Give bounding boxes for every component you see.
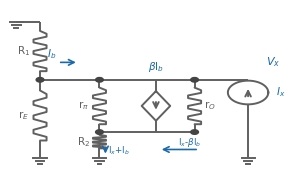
Text: I$_b$: I$_b$ xyxy=(47,48,57,61)
Circle shape xyxy=(96,130,103,134)
Circle shape xyxy=(191,78,198,82)
Text: I$_x$+I$_b$: I$_x$+I$_b$ xyxy=(108,144,130,157)
Text: V$_x$: V$_x$ xyxy=(266,55,281,69)
Text: r$_O$: r$_O$ xyxy=(203,99,215,112)
Text: R$_1$: R$_1$ xyxy=(17,44,30,58)
Circle shape xyxy=(36,78,44,82)
Text: r$_E$: r$_E$ xyxy=(18,109,29,122)
Text: r$_\pi$: r$_\pi$ xyxy=(78,99,88,112)
Text: $\beta$I$_b$: $\beta$I$_b$ xyxy=(148,60,164,74)
Circle shape xyxy=(96,78,103,82)
Text: I$_x$: I$_x$ xyxy=(276,86,286,99)
Circle shape xyxy=(191,130,198,134)
Text: R$_2$: R$_2$ xyxy=(76,135,90,149)
Text: I$_x$-$\beta$I$_b$: I$_x$-$\beta$I$_b$ xyxy=(178,136,202,149)
